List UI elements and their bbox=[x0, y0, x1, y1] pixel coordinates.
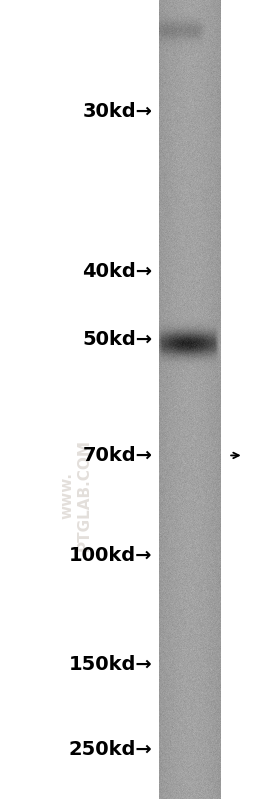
Text: 100kd→: 100kd→ bbox=[69, 546, 153, 565]
Text: 30kd→: 30kd→ bbox=[83, 102, 153, 121]
Text: 50kd→: 50kd→ bbox=[83, 330, 153, 349]
Text: 250kd→: 250kd→ bbox=[69, 740, 153, 759]
Text: www.
PTGLAB.COM: www. PTGLAB.COM bbox=[59, 439, 92, 551]
Text: 40kd→: 40kd→ bbox=[83, 262, 153, 281]
Text: 150kd→: 150kd→ bbox=[69, 655, 153, 674]
Text: 70kd→: 70kd→ bbox=[83, 446, 153, 465]
